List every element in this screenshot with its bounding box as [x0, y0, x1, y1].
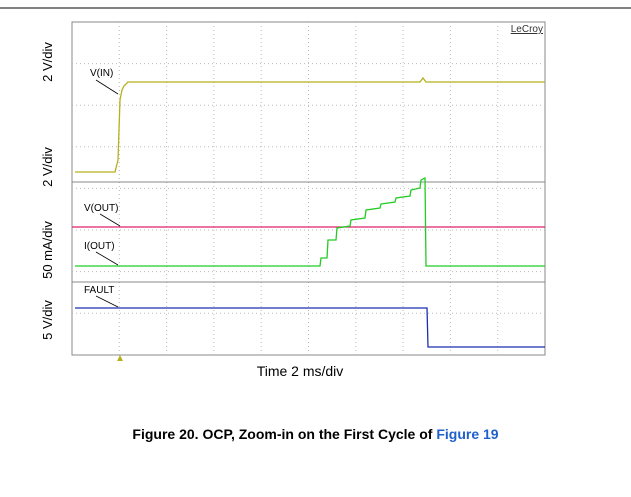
axis-label: 5 V/div	[40, 300, 55, 340]
caption-link[interactable]: Figure 19	[436, 426, 499, 442]
vin-trace	[75, 76, 545, 173]
trace-label: V(OUT)	[84, 203, 118, 214]
caption-text: Figure 20. OCP, Zoom-in on the First Cyc…	[132, 426, 437, 442]
grid	[72, 22, 545, 355]
pointer	[95, 295, 119, 308]
axis-label: 2 V/div	[40, 147, 55, 187]
pointer	[95, 79, 119, 95]
iout-trace	[75, 176, 545, 267]
axis-label: 2 V/div	[40, 42, 55, 82]
time-label: Time 2 ms/div	[257, 363, 344, 379]
trace-label: FAULT	[84, 285, 114, 296]
caption: Figure 20. OCP, Zoom-in on the First Cyc…	[0, 426, 631, 442]
pointer	[95, 251, 119, 266]
trace-label: V(IN)	[90, 68, 113, 79]
brand: LeCroy	[511, 24, 543, 35]
fault-trace	[75, 307, 545, 348]
trigger-marker	[117, 355, 123, 361]
pointer	[99, 213, 121, 227]
scope-figure: LeCroy 2 V/div 2 V/div 50 mA/div 5 V/div…	[0, 7, 631, 379]
trace-label: I(OUT)	[84, 241, 115, 252]
axis-label: 50 mA/div	[40, 221, 55, 279]
